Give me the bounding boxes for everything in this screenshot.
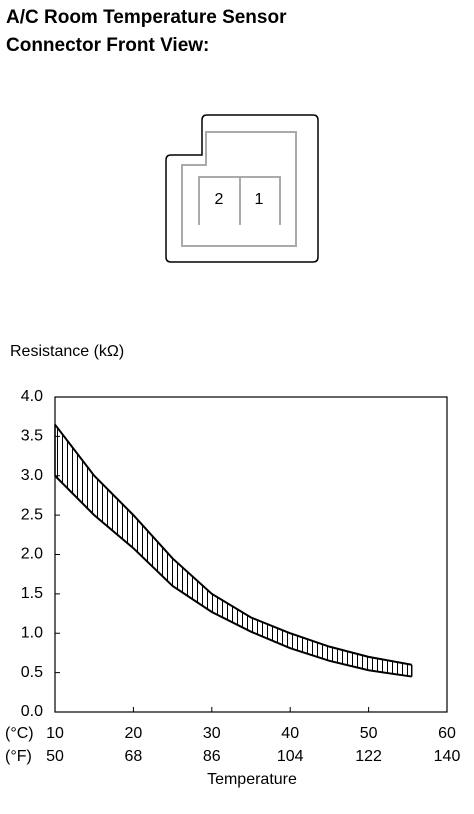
connector-inner xyxy=(181,131,297,247)
y-tick-label: 0.5 xyxy=(21,664,43,681)
curve xyxy=(54,475,412,678)
y-tick-label: 0.0 xyxy=(21,703,43,720)
y-tick-label: 2.0 xyxy=(21,546,43,563)
y-axis-label: Resistance (kΩ) xyxy=(10,343,124,360)
y-tick-label: 1.5 xyxy=(21,585,43,602)
curve xyxy=(54,423,412,666)
x2-unit-label: (°F) xyxy=(5,748,32,765)
band-fill xyxy=(55,424,412,677)
x2-tick-label: 86 xyxy=(203,748,221,765)
x-unit-label: (°C) xyxy=(5,725,34,742)
y-tick-label: 1.0 xyxy=(21,624,43,641)
x2-tick-label: 50 xyxy=(46,748,64,765)
x-tick-label: 60 xyxy=(438,725,456,742)
pin-label: 2 xyxy=(215,191,224,208)
x2-tick-label: 122 xyxy=(355,748,382,765)
x-tick-label: 30 xyxy=(203,725,221,742)
x-tick-label: 50 xyxy=(360,725,378,742)
pin-label: 1 xyxy=(255,191,264,208)
y-tick-label: 3.5 xyxy=(21,428,43,445)
x2-tick-label: 104 xyxy=(277,748,304,765)
y-tick-label: 3.0 xyxy=(21,467,43,484)
x-tick-label: 20 xyxy=(125,725,143,742)
x-axis-label: Temperature xyxy=(207,771,297,788)
connector-outline xyxy=(165,114,319,263)
y-tick-label: 4.0 xyxy=(21,388,43,405)
x-tick-label: 10 xyxy=(46,725,64,742)
pin-box xyxy=(198,176,281,225)
title-line: Connector Front View: xyxy=(6,35,209,56)
title-line: A/C Room Temperature Sensor xyxy=(6,7,287,28)
x2-tick-label: 68 xyxy=(125,748,143,765)
x2-tick-label: 140 xyxy=(434,748,461,765)
x-tick-label: 40 xyxy=(281,725,299,742)
y-tick-label: 2.5 xyxy=(21,506,43,523)
